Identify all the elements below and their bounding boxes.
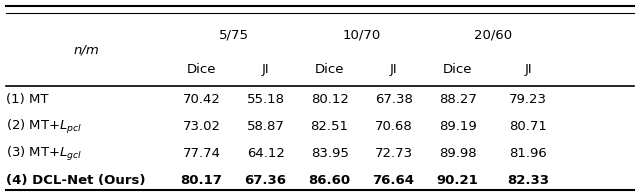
Text: (1) MT: (1) MT [6,93,49,106]
Text: 90.21: 90.21 [436,174,479,187]
Text: 80.17: 80.17 [180,174,223,187]
Text: (2) MT+$L_{pcl}$: (2) MT+$L_{pcl}$ [6,118,83,136]
Text: 67.38: 67.38 [374,93,413,106]
Text: 64.12: 64.12 [246,147,285,160]
Text: n/m: n/m [74,43,99,56]
Text: 72.73: 72.73 [374,147,413,160]
Text: 76.64: 76.64 [372,174,415,187]
Text: Dice: Dice [443,63,472,76]
Text: 70.42: 70.42 [182,93,221,106]
Text: 83.95: 83.95 [310,147,349,160]
Text: (3) MT+$L_{gcl}$: (3) MT+$L_{gcl}$ [6,145,83,163]
Text: 70.68: 70.68 [375,120,412,133]
Text: 89.98: 89.98 [439,147,476,160]
Text: 10/70: 10/70 [342,28,381,41]
Text: 81.96: 81.96 [509,147,547,160]
Text: Dice: Dice [315,63,344,76]
Text: 77.74: 77.74 [182,147,221,160]
Text: 5/75: 5/75 [219,28,248,41]
Text: 20/60: 20/60 [474,28,512,41]
Text: 73.02: 73.02 [182,120,221,133]
Text: 79.23: 79.23 [509,93,547,106]
Text: 80.12: 80.12 [310,93,349,106]
Text: 82.33: 82.33 [507,174,549,187]
Text: 67.36: 67.36 [244,174,287,187]
Text: 86.60: 86.60 [308,174,351,187]
Text: (4) DCL-Net (Ours): (4) DCL-Net (Ours) [6,174,146,187]
Text: 80.71: 80.71 [509,120,547,133]
Text: 88.27: 88.27 [438,93,477,106]
Text: Dice: Dice [187,63,216,76]
Text: 89.19: 89.19 [439,120,476,133]
Text: 58.87: 58.87 [246,120,285,133]
Text: JI: JI [390,63,397,76]
Text: 55.18: 55.18 [246,93,285,106]
Text: JI: JI [524,63,532,76]
Text: 82.51: 82.51 [310,120,349,133]
Text: JI: JI [262,63,269,76]
